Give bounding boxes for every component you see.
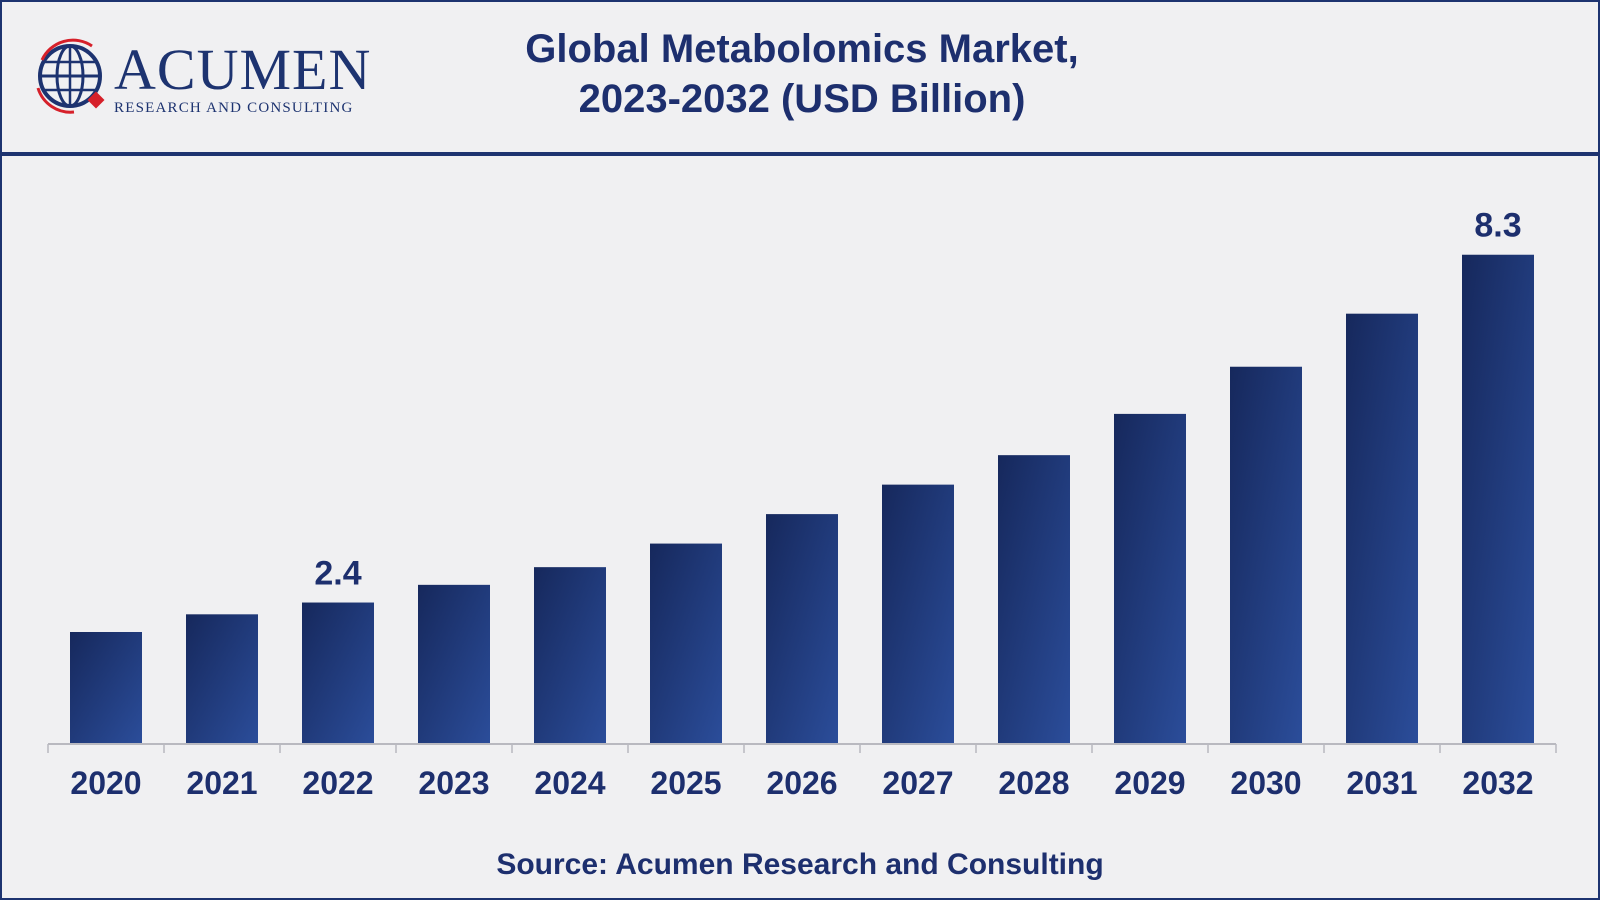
source-note: Source: Acumen Research and Consulting: [496, 848, 1104, 881]
x-tick-label-2027: 2027: [882, 765, 953, 801]
chart-title-line1: Global Metabolomics Market,: [525, 27, 1079, 71]
x-tick-label-2026: 2026: [766, 765, 837, 801]
bar-2027: [882, 484, 954, 744]
bar-chart: 2020 2021 2022 2023 2024 2025 2026 2027 2028 2029…: [47, 207, 1557, 801]
bars-group: [70, 254, 1534, 744]
bar-2020: [70, 632, 142, 744]
bar-2023: [418, 584, 490, 744]
acumen-logo: ACUMEN RESEARCH AND CONSULTING: [34, 38, 370, 118]
bar-2025: [650, 543, 722, 744]
x-tick-label-2031: 2031: [1346, 765, 1417, 801]
bar-2028: [998, 455, 1070, 744]
bar-2021: [186, 614, 258, 744]
bar-2022: [302, 602, 374, 744]
x-axis-ticks: [47, 744, 1557, 753]
x-tick-label-2023: 2023: [418, 765, 489, 801]
x-tick-label-2030: 2030: [1230, 765, 1301, 801]
data-labels: 2.4 8.3: [314, 207, 1521, 593]
globe-icon: [36, 38, 105, 114]
logo-wordmark: ACUMEN: [114, 37, 372, 102]
chart-title-line2: 2023-2032 (USD Billion): [578, 77, 1026, 121]
x-axis-labels: 2020 2021 2022 2023 2024 2025 2026 2027 2028 2029…: [70, 765, 1533, 801]
x-tick-label-2020: 2020: [70, 765, 141, 801]
x-tick-label-2021: 2021: [186, 765, 257, 801]
x-tick-label-2024: 2024: [534, 765, 605, 801]
x-tick-label-2022: 2022: [302, 765, 373, 801]
bar-2030: [1230, 366, 1302, 744]
bar-2031: [1346, 313, 1418, 744]
x-tick-label-2032: 2032: [1462, 765, 1533, 801]
header: ACUMEN RESEARCH AND CONSULTING Global Me…: [2, 2, 1598, 156]
bar-2026: [766, 514, 838, 744]
bar-2032: [1462, 254, 1534, 744]
x-tick-label-2029: 2029: [1114, 765, 1185, 801]
data-label-2022: 2.4: [314, 555, 361, 593]
x-tick-label-2028: 2028: [998, 765, 1069, 801]
x-tick-label-2025: 2025: [650, 765, 721, 801]
chart-title: Global Metabolomics Market, 2023-2032 (U…: [382, 24, 1222, 124]
bar-2029: [1114, 413, 1186, 744]
bar-2024: [534, 567, 606, 744]
data-label-2032: 8.3: [1474, 207, 1521, 245]
logo-tagline: RESEARCH AND CONSULTING: [114, 100, 354, 116]
